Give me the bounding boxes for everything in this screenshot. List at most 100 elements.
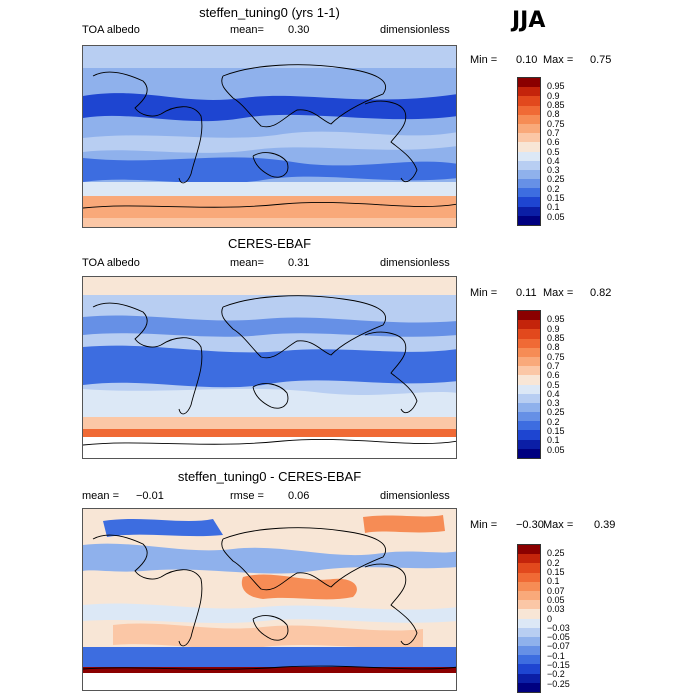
southern-ocean-band	[83, 647, 456, 667]
rmse-value: 0.06	[288, 490, 310, 502]
colorbar-swatch	[518, 600, 540, 610]
nh-cloud-band	[83, 315, 456, 337]
variable-label: TOA albedo	[82, 257, 140, 269]
colorbar-swatch	[518, 609, 540, 619]
colorbar-labels: 0.25 0.2 0.15 0.1 0.07 0.05 0.03 0 −0.03 −0.05 −0.…	[547, 544, 607, 693]
colorbar-swatch	[518, 581, 540, 591]
colorbar-tick-label: 0.8	[547, 342, 560, 353]
colorbar-tick-label: 0.95	[547, 81, 565, 92]
colorbar-swatch	[518, 78, 540, 88]
subtropical-band	[83, 345, 456, 388]
max-value: 0.75	[590, 54, 612, 66]
map-difference-canvas	[83, 509, 456, 690]
missing-data	[83, 437, 456, 458]
colorbar-tick-label: 0.75	[547, 118, 565, 129]
colorbar-swatch	[518, 197, 540, 207]
colorbar-swatch	[518, 356, 540, 367]
units-label: dimensionless	[380, 24, 450, 36]
colorbar-tick-label: 0.7	[547, 360, 560, 371]
colorbar-swatch	[518, 627, 540, 637]
colorbar-tick-label: 0.85	[547, 332, 565, 343]
units-label: dimensionless	[380, 490, 450, 502]
colorbar-swatch	[518, 682, 540, 692]
colorbar-swatch	[518, 393, 540, 403]
colorbar-tick-label: 0.05	[547, 594, 565, 605]
colorbar-tick-label: 0.7	[547, 127, 560, 138]
colorbar-tick-label: 0.8	[547, 109, 560, 120]
map-model	[82, 45, 457, 228]
colorbar-swatch	[518, 206, 540, 216]
coastlines	[83, 527, 456, 670]
colorbar-swatch	[518, 329, 540, 339]
map-difference	[82, 508, 457, 691]
colorbar-swatch	[518, 188, 540, 198]
colorbar-tick-label: 0.05	[547, 211, 565, 222]
colorbar-swatch	[518, 142, 540, 152]
colorbar-swatch	[518, 430, 540, 440]
max-value: 0.82	[590, 287, 612, 299]
colorbar-tick-label: 0.05	[547, 444, 565, 455]
colorbar	[517, 77, 541, 226]
itcz-band	[83, 131, 456, 153]
colorbar-labels: 0.95 0.9 0.85 0.8 0.75 0.7 0.6 0.5 0.4 0.3 0.25 0.2…	[547, 310, 607, 459]
colorbar-swatch	[518, 590, 540, 601]
colorbar-swatch	[518, 572, 540, 582]
mean-label: mean=	[230, 257, 264, 269]
antarctic-ice	[83, 218, 456, 227]
colorbar-tick-label: −0.25	[547, 678, 570, 689]
colorbar-swatch	[518, 87, 540, 97]
colorbar-swatch	[518, 96, 540, 106]
southern-ocean-band	[83, 182, 456, 196]
colorbar-tick-label: −0.15	[547, 660, 570, 671]
panel-title: steffen_tuning0 (yrs 1-1)	[199, 5, 340, 20]
nh-cloud-band	[83, 93, 456, 122]
colorbar-tick-label: 0.1	[547, 202, 560, 213]
colorbar-swatch	[518, 554, 540, 564]
antarctic-band	[83, 667, 456, 673]
colorbar-swatch	[518, 563, 540, 573]
colorbar-tick-label: 0.2	[547, 183, 560, 194]
colorbar-tick-label: −0.2	[547, 669, 565, 680]
min-label: Min =	[470, 54, 498, 66]
subtropical-band	[83, 157, 456, 184]
map-observations-canvas	[83, 277, 456, 458]
colorbar-tick-label: −0.05	[547, 632, 570, 643]
colorbar-swatch	[518, 105, 540, 115]
colorbar-swatch	[518, 215, 540, 225]
colorbar-tick-label: 0.1	[547, 576, 560, 587]
colorbar-tick-label: 0.85	[547, 99, 565, 110]
colorbar-swatch	[518, 655, 540, 665]
pacific-positive-patch	[241, 574, 357, 600]
colorbar-swatch	[518, 311, 540, 321]
panel-title: steffen_tuning0 - CERES-EBAF	[177, 469, 362, 484]
colorbar-swatch	[518, 320, 540, 330]
min-value: −0.30	[516, 519, 544, 531]
colorbar-swatch	[518, 646, 540, 656]
colorbar-tick-label: 0.3	[547, 398, 560, 409]
min-label: Min =	[470, 519, 498, 531]
tropical-mixed-band	[83, 603, 456, 623]
colorbar-swatch	[518, 421, 540, 431]
colorbar-swatch	[518, 123, 540, 134]
colorbar-tick-label: 0.9	[547, 323, 560, 334]
colorbar-swatch	[518, 384, 540, 394]
coastlines	[83, 295, 456, 446]
mean-label: mean=	[230, 24, 264, 36]
mean-value: −0.01	[136, 490, 164, 502]
antarctic-band	[83, 429, 456, 437]
map-observations	[82, 276, 457, 459]
colorbar-tick-label: 0.75	[547, 351, 565, 362]
max-label: Max =	[543, 519, 574, 531]
colorbar-tick-label: 0.15	[547, 193, 565, 204]
colorbar-tick-label: 0.07	[547, 585, 565, 596]
colorbar-swatch	[518, 412, 540, 422]
colorbar-tick-label: 0.2	[547, 557, 560, 568]
max-label: Max =	[543, 54, 574, 66]
units-label: dimensionless	[380, 257, 450, 269]
southern-ocean-band	[83, 388, 456, 417]
colorbar-swatch	[518, 618, 540, 628]
colorbar-tick-label: 0.6	[547, 370, 560, 381]
colorbar-swatch	[518, 402, 540, 413]
colorbar-swatch	[518, 114, 540, 124]
colorbar-tick-label: −0.03	[547, 622, 570, 633]
